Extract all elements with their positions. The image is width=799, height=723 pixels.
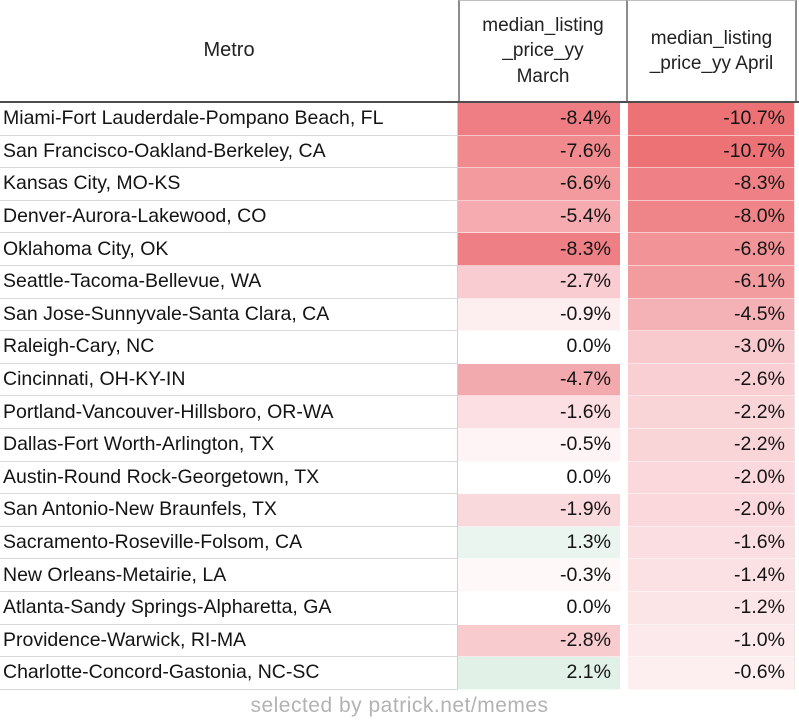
table-header-row: Metro median_listing _price_yy March med…: [0, 0, 799, 103]
table-row: Miami-Fort Lauderdale-Pompano Beach, FL -…: [0, 103, 799, 136]
column-header-march[interactable]: median_listing _price_yy March: [458, 0, 626, 101]
table-row: Seattle-Tacoma-Bellevue, WA -2.7% -6.1%: [0, 265, 799, 299]
table-row: Raleigh-Cary, NC 0.0% -3.0%: [0, 331, 799, 364]
april-value-cell[interactable]: -1.4%: [628, 559, 795, 592]
march-value-cell[interactable]: 0.0%: [458, 461, 620, 495]
metro-cell[interactable]: Oklahoma City, OK: [0, 233, 458, 266]
column-divider: [620, 168, 628, 201]
metro-cell[interactable]: Denver-Aurora-Lakewood, CO: [0, 200, 458, 234]
table-row: Sacramento-Roseville-Folsom, CA 1.3% -1.6%: [0, 526, 799, 560]
march-value-cell[interactable]: -0.3%: [458, 559, 620, 592]
metro-price-table: Metro median_listing _price_yy March med…: [0, 0, 799, 690]
metro-cell[interactable]: Charlotte-Concord-Gastonia, NC-SC: [0, 657, 458, 690]
metro-cell[interactable]: Raleigh-Cary, NC: [0, 331, 458, 364]
table-row: San Antonio-New Braunfels, TX -1.9% -2.0%: [0, 494, 799, 527]
april-value-cell[interactable]: -10.7%: [628, 135, 795, 169]
march-value-cell[interactable]: 0.0%: [458, 331, 620, 364]
april-value-cell[interactable]: -6.1%: [628, 265, 795, 299]
column-header-april[interactable]: median_listing _price_yy April: [626, 0, 797, 101]
column-divider: [620, 526, 628, 560]
march-value-cell[interactable]: -8.4%: [458, 103, 620, 136]
metro-cell[interactable]: Dallas-Fort Worth-Arlington, TX: [0, 428, 458, 462]
march-value-cell[interactable]: -1.6%: [458, 396, 620, 429]
table-row: Dallas-Fort Worth-Arlington, TX -0.5% -2.2…: [0, 428, 799, 462]
april-value-cell[interactable]: -2.2%: [628, 396, 795, 429]
april-value-cell[interactable]: -10.7%: [628, 103, 795, 136]
column-divider: [620, 461, 628, 495]
column-divider: [620, 363, 628, 397]
column-divider: [620, 135, 628, 169]
column-divider: [620, 559, 628, 592]
column-divider: [620, 233, 628, 266]
april-value-cell[interactable]: -4.5%: [628, 298, 795, 332]
column-header-metro[interactable]: Metro: [203, 39, 255, 61]
april-value-cell[interactable]: -2.0%: [628, 461, 795, 495]
metro-cell[interactable]: Cincinnati, OH-KY-IN: [0, 363, 458, 397]
metro-cell[interactable]: San Antonio-New Braunfels, TX: [0, 494, 458, 527]
table-row: Charlotte-Concord-Gastonia, NC-SC 2.1% -0.…: [0, 657, 799, 690]
march-value-cell[interactable]: -6.6%: [458, 168, 620, 201]
march-value-cell[interactable]: -0.5%: [458, 428, 620, 462]
table-row: Atlanta-Sandy Springs-Alpharetta, GA 0.0%…: [0, 591, 799, 625]
table-body: Miami-Fort Lauderdale-Pompano Beach, FL -…: [0, 103, 799, 690]
column-divider: [620, 103, 628, 136]
table-row: Oklahoma City, OK -8.3% -6.8%: [0, 233, 799, 266]
metro-cell[interactable]: San Francisco-Oakland-Berkeley, CA: [0, 135, 458, 169]
metro-cell[interactable]: Miami-Fort Lauderdale-Pompano Beach, FL: [0, 103, 458, 136]
march-value-cell[interactable]: -7.6%: [458, 135, 620, 169]
column-divider: [620, 494, 628, 527]
column-divider: [620, 428, 628, 462]
march-value-cell[interactable]: -2.8%: [458, 624, 620, 658]
table-row: Portland-Vancouver-Hillsboro, OR-WA -1.6%…: [0, 396, 799, 429]
watermark-credit: selected by patrick.net/memes: [250, 694, 549, 718]
april-value-cell[interactable]: -1.0%: [628, 624, 795, 658]
column-divider: [620, 265, 628, 299]
march-value-cell[interactable]: -4.7%: [458, 363, 620, 397]
march-value-cell[interactable]: -0.9%: [458, 298, 620, 332]
april-value-cell[interactable]: -1.6%: [628, 526, 795, 560]
column-divider: [620, 591, 628, 625]
table-row: Denver-Aurora-Lakewood, CO -5.4% -8.0%: [0, 200, 799, 234]
march-value-cell[interactable]: 1.3%: [458, 526, 620, 560]
column-divider: [620, 396, 628, 429]
metro-cell[interactable]: Kansas City, MO-KS: [0, 168, 458, 201]
april-value-cell[interactable]: -1.2%: [628, 591, 795, 625]
april-value-cell[interactable]: -2.6%: [628, 363, 795, 397]
april-value-cell[interactable]: -8.3%: [628, 168, 795, 201]
april-value-cell[interactable]: -8.0%: [628, 200, 795, 234]
metro-cell[interactable]: Austin-Round Rock-Georgetown, TX: [0, 461, 458, 495]
metro-cell[interactable]: Seattle-Tacoma-Bellevue, WA: [0, 265, 458, 299]
april-value-cell[interactable]: -2.0%: [628, 494, 795, 527]
metro-cell[interactable]: San Jose-Sunnyvale-Santa Clara, CA: [0, 298, 458, 332]
column-divider: [620, 331, 628, 364]
table-row: Providence-Warwick, RI-MA -2.8% -1.0%: [0, 624, 799, 658]
column-divider: [620, 298, 628, 332]
metro-cell[interactable]: Sacramento-Roseville-Folsom, CA: [0, 526, 458, 560]
march-value-cell[interactable]: 0.0%: [458, 591, 620, 625]
march-value-cell[interactable]: -2.7%: [458, 265, 620, 299]
table-row: Cincinnati, OH-KY-IN -4.7% -2.6%: [0, 363, 799, 397]
march-value-cell[interactable]: -8.3%: [458, 233, 620, 266]
metro-cell[interactable]: Atlanta-Sandy Springs-Alpharetta, GA: [0, 591, 458, 625]
metro-cell[interactable]: Providence-Warwick, RI-MA: [0, 624, 458, 658]
march-value-cell[interactable]: 2.1%: [458, 657, 620, 690]
column-divider: [620, 624, 628, 658]
table-row: New Orleans-Metairie, LA -0.3% -1.4%: [0, 559, 799, 592]
april-value-cell[interactable]: -2.2%: [628, 428, 795, 462]
table-row: Kansas City, MO-KS -6.6% -8.3%: [0, 168, 799, 201]
april-value-cell[interactable]: -3.0%: [628, 331, 795, 364]
metro-cell[interactable]: New Orleans-Metairie, LA: [0, 559, 458, 592]
column-divider: [620, 657, 628, 690]
table-row: San Francisco-Oakland-Berkeley, CA -7.6% -…: [0, 135, 799, 169]
column-divider: [620, 200, 628, 234]
metro-cell[interactable]: Portland-Vancouver-Hillsboro, OR-WA: [0, 396, 458, 429]
march-value-cell[interactable]: -5.4%: [458, 200, 620, 234]
table-row: San Jose-Sunnyvale-Santa Clara, CA -0.9% -…: [0, 298, 799, 332]
march-value-cell[interactable]: -1.9%: [458, 494, 620, 527]
april-value-cell[interactable]: -6.8%: [628, 233, 795, 266]
table-row: Austin-Round Rock-Georgetown, TX 0.0% -2.0…: [0, 461, 799, 495]
april-value-cell[interactable]: -0.6%: [628, 657, 795, 690]
